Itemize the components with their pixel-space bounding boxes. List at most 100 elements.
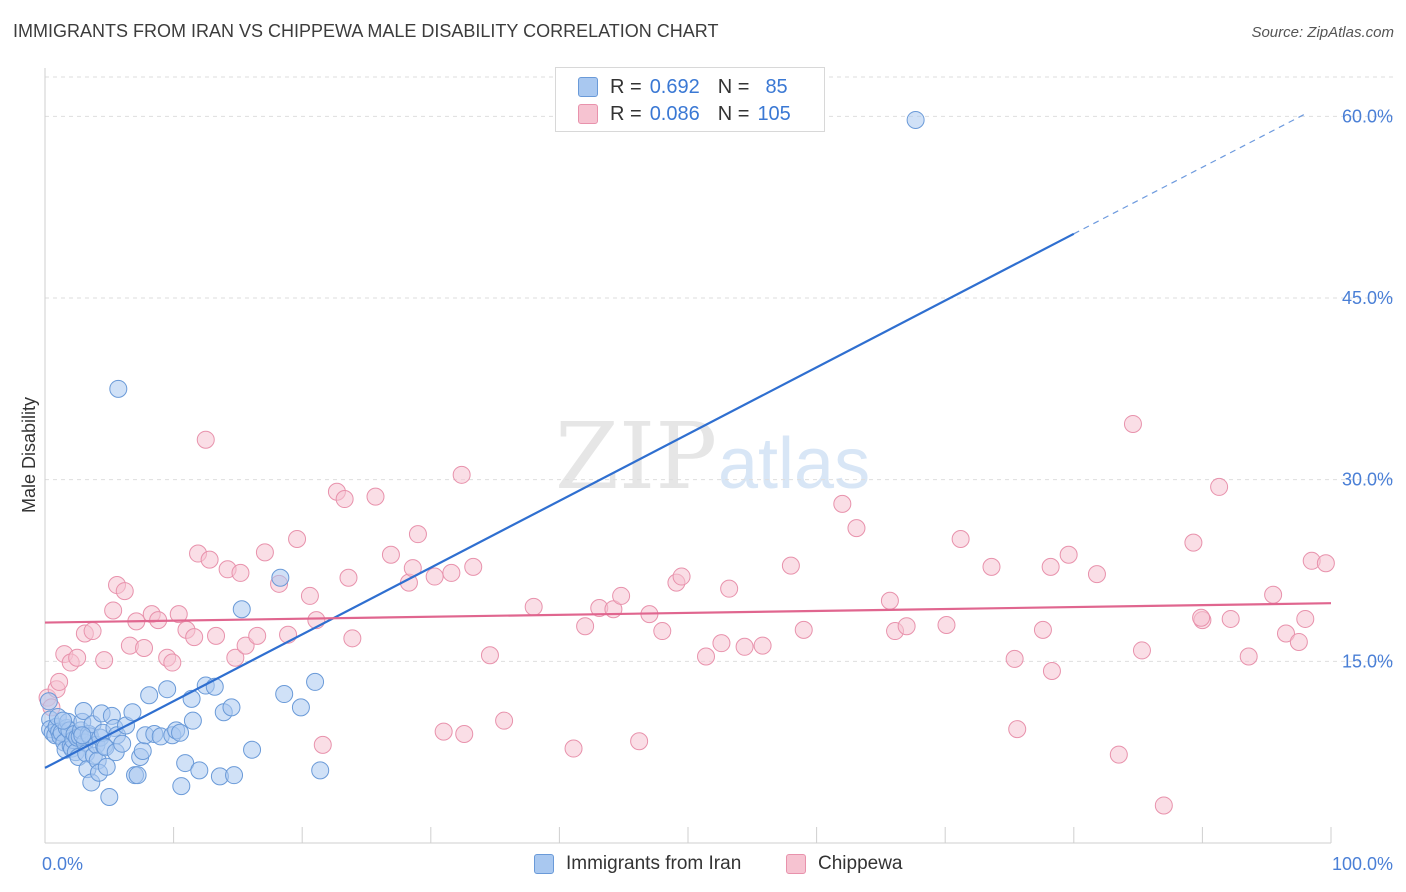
- chippewa-point: [185, 628, 204, 647]
- iran-point: [97, 757, 116, 776]
- iran-point: [176, 754, 195, 773]
- chippewa-point: [697, 647, 716, 666]
- trend-lines: [44, 113, 1332, 769]
- chippewa-point: [735, 637, 754, 656]
- chippewa-point: [753, 636, 772, 655]
- chart-title: IMMIGRANTS FROM IRAN VS CHIPPEWA MALE DI…: [13, 21, 719, 41]
- chippewa-point: [1059, 545, 1078, 564]
- legend-row-chippewa: R = 0.086 N = 105: [578, 102, 791, 126]
- chippewa-point: [495, 711, 514, 730]
- bottom-legend-chippewa: Chippewa: [786, 851, 903, 877]
- watermark-atlas: atlas: [718, 424, 870, 504]
- chippewa-point: [408, 525, 427, 544]
- bottom-legend-iran: Immigrants from Iran: [534, 851, 741, 877]
- iran-point: [183, 711, 202, 730]
- chippewa-point: [794, 620, 813, 639]
- legend-swatch-chippewa: [578, 104, 598, 124]
- legend-n-value: 85: [765, 75, 788, 98]
- iran-point: [74, 701, 93, 720]
- chippewa-point: [897, 617, 916, 636]
- chippewa-point: [781, 556, 800, 575]
- chippewa-point: [1221, 609, 1240, 628]
- watermark: ZIP atlas: [555, 403, 870, 510]
- legend-n-label: N =: [717, 75, 750, 98]
- iran-point: [311, 761, 330, 780]
- chippewa-point: [68, 648, 87, 667]
- chippewa-point: [1087, 565, 1106, 584]
- watermark-zip: ZIP: [555, 403, 717, 510]
- chippewa-point: [564, 739, 583, 758]
- iran-point: [100, 787, 119, 806]
- iran-point: [243, 740, 262, 759]
- y-tick-label: 15.0%: [1342, 651, 1393, 671]
- chippewa-point: [1041, 557, 1060, 576]
- chippewa-point: [1184, 533, 1203, 552]
- x-tick-label: 100.0%: [1332, 854, 1393, 874]
- chippewa-point: [1154, 796, 1173, 815]
- chippewa-point: [1316, 554, 1335, 573]
- bottom-legend-chippewa-label: Chippewa: [818, 853, 903, 874]
- iran-point: [172, 777, 191, 796]
- y-tick-label: 30.0%: [1342, 470, 1393, 490]
- iran-point: [190, 761, 209, 780]
- chippewa-point: [313, 735, 332, 754]
- correlation-legend: R = 0.692 N = 85 R = 0.086 N = 105: [555, 67, 825, 132]
- iran-trend-extension: [1073, 113, 1306, 235]
- legend-n-value: 105: [757, 102, 791, 125]
- chippewa-point: [464, 557, 483, 576]
- chippewa-point: [480, 646, 499, 665]
- chippewa-point: [300, 586, 319, 605]
- chippewa-point: [455, 725, 474, 743]
- chippewa-point: [288, 530, 307, 549]
- iran-point: [73, 726, 92, 745]
- chippewa-point: [200, 550, 219, 569]
- chippewa-point: [366, 487, 385, 506]
- iran-point: [171, 723, 190, 742]
- iran-point: [54, 711, 73, 730]
- chippewa-point: [207, 626, 226, 645]
- chippewa-point: [231, 563, 250, 582]
- source-label: Source: ZipAtlas.com: [1251, 24, 1394, 41]
- iran-point: [232, 600, 251, 619]
- chippewa-point: [442, 563, 461, 582]
- iran-point: [140, 686, 159, 705]
- y-tick-labels: 15.0% 30.0% 45.0% 60.0%: [1342, 106, 1393, 671]
- chippewa-point: [1192, 608, 1211, 627]
- chippewa-point: [226, 648, 245, 667]
- iran-point: [133, 741, 152, 760]
- chippewa-point: [169, 605, 188, 624]
- chippewa-point: [1109, 745, 1128, 764]
- chippewa-point: [1296, 609, 1315, 628]
- iran-point: [271, 568, 290, 587]
- chippewa-point: [1123, 414, 1142, 433]
- chippewa-point: [196, 430, 215, 449]
- chippewa-point: [115, 582, 134, 601]
- chippewa-point: [524, 597, 543, 616]
- chippewa-point: [847, 519, 866, 538]
- bottom-legend-iran-label: Immigrants from Iran: [566, 853, 742, 874]
- chippewa-point: [1289, 632, 1308, 651]
- bottom-swatch-chippewa: [786, 854, 806, 874]
- chippewa-point: [576, 617, 595, 636]
- chippewa-point: [712, 634, 731, 653]
- y-tick-label: 45.0%: [1342, 288, 1393, 308]
- chippewa-point: [630, 732, 649, 751]
- chippewa-point: [236, 636, 255, 655]
- chippewa-point: [339, 568, 358, 587]
- x-tick-label: 0.0%: [42, 854, 83, 874]
- chippewa-point: [1276, 624, 1295, 643]
- iran-point: [158, 680, 177, 699]
- chippewa-point: [1132, 641, 1151, 660]
- iran-point: [128, 766, 147, 785]
- x-tick-labels: 0.0% 100.0%: [42, 854, 1393, 874]
- chippewa-point: [434, 722, 453, 741]
- iran-points: [39, 110, 925, 806]
- chippewa-point: [1264, 585, 1283, 604]
- chippewa-point: [255, 543, 274, 562]
- legend-swatch-iran: [578, 77, 598, 97]
- chippewa-point: [381, 545, 400, 564]
- chippewa-point: [880, 591, 899, 610]
- chippewa-point: [612, 586, 631, 605]
- chippewa-point: [1005, 649, 1024, 668]
- chippewa-point: [1042, 662, 1061, 681]
